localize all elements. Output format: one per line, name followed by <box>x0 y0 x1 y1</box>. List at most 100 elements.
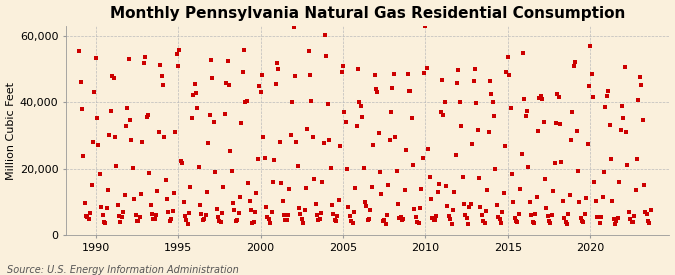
Point <box>449 189 460 194</box>
Point <box>494 217 505 221</box>
Point <box>351 124 362 128</box>
Point <box>299 208 310 212</box>
Point <box>194 203 205 207</box>
Point <box>512 219 523 224</box>
Point <box>591 199 601 204</box>
Point <box>381 213 392 217</box>
Point <box>582 142 593 147</box>
Point <box>126 138 137 142</box>
Point <box>482 188 493 192</box>
Point <box>144 171 155 175</box>
Point <box>347 221 358 226</box>
Point <box>529 221 539 226</box>
Point <box>634 75 645 79</box>
Point <box>288 25 299 29</box>
Point <box>137 140 148 145</box>
Point <box>313 218 323 223</box>
Point <box>155 63 165 67</box>
Point <box>610 221 620 226</box>
Point <box>184 211 194 215</box>
Point <box>599 170 610 175</box>
Point <box>273 67 284 71</box>
Point <box>213 215 223 219</box>
Point <box>421 66 432 70</box>
Point <box>514 211 524 216</box>
Point <box>636 82 647 87</box>
Point <box>200 213 211 217</box>
Point <box>576 219 587 224</box>
Point <box>242 99 252 103</box>
Point <box>156 74 167 78</box>
Point <box>466 142 477 147</box>
Point <box>165 219 176 223</box>
Point <box>548 189 559 194</box>
Point <box>132 219 142 223</box>
Point <box>562 221 572 226</box>
Point <box>259 155 270 160</box>
Point <box>367 185 377 189</box>
Point <box>531 194 542 199</box>
Point <box>535 93 546 98</box>
Point <box>209 119 219 124</box>
Point <box>320 32 331 37</box>
Point <box>387 86 398 90</box>
Point <box>233 211 244 215</box>
Point <box>303 48 314 53</box>
Point <box>323 101 333 106</box>
Point <box>605 157 616 161</box>
Point <box>321 54 332 58</box>
Point <box>527 219 538 224</box>
Point <box>515 187 526 191</box>
Point <box>153 130 164 135</box>
Point <box>159 135 170 140</box>
Point <box>222 59 233 64</box>
Point <box>578 219 589 224</box>
Point <box>166 216 177 221</box>
Point <box>519 97 530 101</box>
Point <box>178 200 189 205</box>
Point <box>394 216 405 220</box>
Point <box>420 23 431 28</box>
Point <box>430 218 441 222</box>
Point <box>292 164 303 168</box>
Point <box>226 169 237 173</box>
Point <box>552 91 563 96</box>
Point <box>104 133 115 137</box>
Point <box>402 72 413 76</box>
Point <box>620 130 631 134</box>
Point <box>443 214 454 219</box>
Point <box>587 72 597 76</box>
Point <box>227 200 238 205</box>
Point <box>287 100 298 104</box>
Point <box>439 100 450 104</box>
Point <box>450 153 461 157</box>
Point <box>105 109 116 113</box>
Point <box>100 221 111 225</box>
Point <box>244 198 255 203</box>
Point <box>157 83 168 87</box>
Point <box>462 222 473 226</box>
Point <box>542 214 553 219</box>
Point <box>177 161 188 165</box>
Point <box>520 114 531 119</box>
Point <box>475 205 486 209</box>
Point <box>460 213 470 217</box>
Point <box>300 186 311 190</box>
Point <box>236 121 246 126</box>
Point <box>372 90 383 95</box>
Point <box>192 105 202 110</box>
Point <box>597 194 608 199</box>
Point <box>633 98 644 103</box>
Point <box>336 70 347 75</box>
Point <box>452 81 462 86</box>
Point <box>217 211 227 215</box>
Point <box>373 130 384 135</box>
Point <box>541 206 551 211</box>
Point <box>628 219 639 224</box>
Point <box>101 205 112 210</box>
Point <box>207 75 218 80</box>
Point <box>344 214 355 218</box>
Point <box>170 130 181 134</box>
Point <box>502 55 513 60</box>
Point <box>438 112 449 117</box>
